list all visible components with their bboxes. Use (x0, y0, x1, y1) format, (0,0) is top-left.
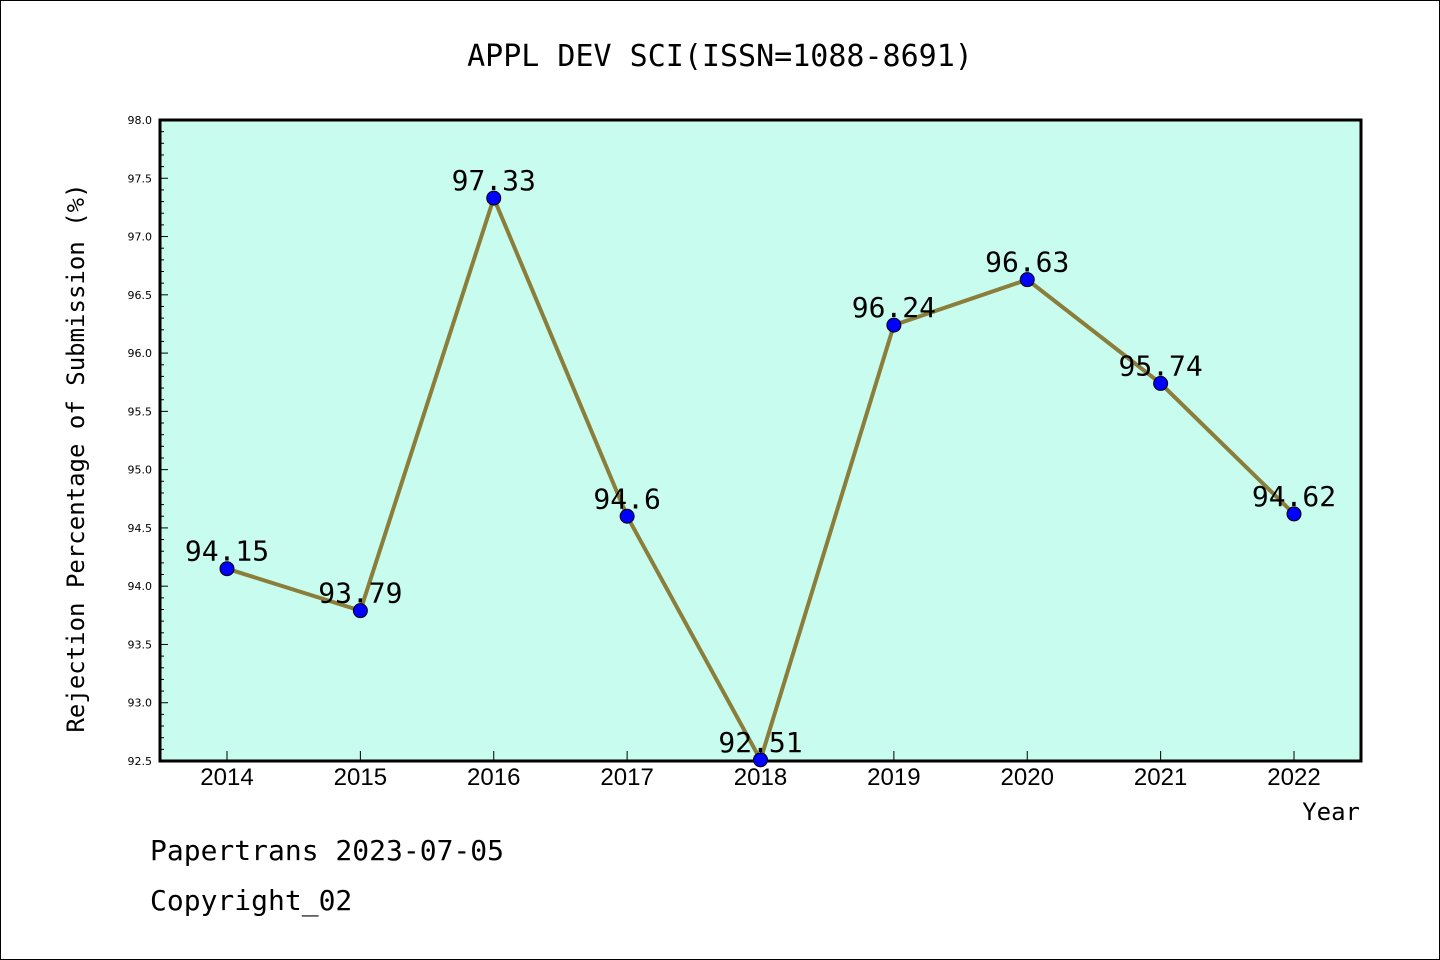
footer-copyright: Copyright_02 (150, 884, 353, 917)
y-tick-label: 95.5 (128, 405, 153, 418)
data-points (219, 190, 1302, 768)
data-point (219, 561, 235, 577)
x-tick-label: 2020 (1001, 764, 1054, 791)
data-point (753, 752, 768, 768)
y-axis-label: Rejection Percentage of Submission (%) (62, 183, 90, 732)
data-label: 96.24 (852, 291, 936, 324)
plot-area (158, 118, 1363, 763)
data-label: 93.79 (318, 577, 402, 610)
y-tick-label: 98.0 (128, 114, 153, 127)
y-tick-label: 96.0 (128, 347, 153, 360)
data-point (1286, 506, 1302, 522)
data-label: 96.63 (985, 246, 1069, 279)
y-tick-label: 95.0 (128, 464, 153, 477)
data-label: 94.62 (1252, 480, 1336, 513)
x-tick-label: 2018 (734, 764, 787, 791)
data-point (486, 190, 502, 206)
y-tick-label: 97.0 (128, 231, 153, 244)
y-tick-label: 94.5 (128, 522, 153, 535)
data-label: 97.33 (452, 164, 536, 197)
y-tick-label: 97.5 (128, 172, 153, 185)
data-point (886, 317, 902, 333)
data-label: 94.6 (593, 482, 660, 515)
x-tick-label: 2015 (334, 764, 387, 791)
footer-date: Papertrans 2023-07-05 (150, 834, 505, 867)
x-tick-label: 2016 (467, 764, 520, 791)
x-tick-label: 2014 (200, 764, 253, 791)
data-point (619, 508, 635, 524)
data-point (352, 603, 368, 619)
y-tick-label: 96.5 (128, 289, 153, 302)
x-tick-label: 2021 (1134, 764, 1187, 791)
data-point (1153, 375, 1169, 391)
y-axis: 92.5 93.0 93.5 94.0 94.5 95.0 95.5 96.0 96.5 97.0… (128, 114, 168, 768)
x-tick-label: 2022 (1267, 764, 1320, 791)
x-axis: 2014 2015 2016 2017 2018 2019 2020 2021 2022 (200, 751, 1321, 791)
y-tick-label: 94.0 (128, 580, 153, 593)
chart-title: APPL DEV SCI(ISSN=1088-8691) (467, 39, 973, 74)
y-tick-label: 93.5 (128, 638, 153, 651)
y-tick-label: 92.5 (128, 755, 153, 768)
x-tick-label: 2019 (867, 764, 920, 791)
data-point (1019, 272, 1035, 288)
data-labels: 94.15 93.79 97.33 94.6 92.51 96.24 96.63 95.74 9… (185, 164, 1336, 759)
x-axis-label: Year (1302, 798, 1360, 826)
data-label: 95.74 (1118, 349, 1202, 382)
data-label: 94.15 (185, 535, 269, 568)
data-label: 92.51 (718, 726, 802, 759)
x-tick-label: 2017 (600, 764, 653, 791)
y-tick-label: 93.0 (128, 697, 153, 710)
